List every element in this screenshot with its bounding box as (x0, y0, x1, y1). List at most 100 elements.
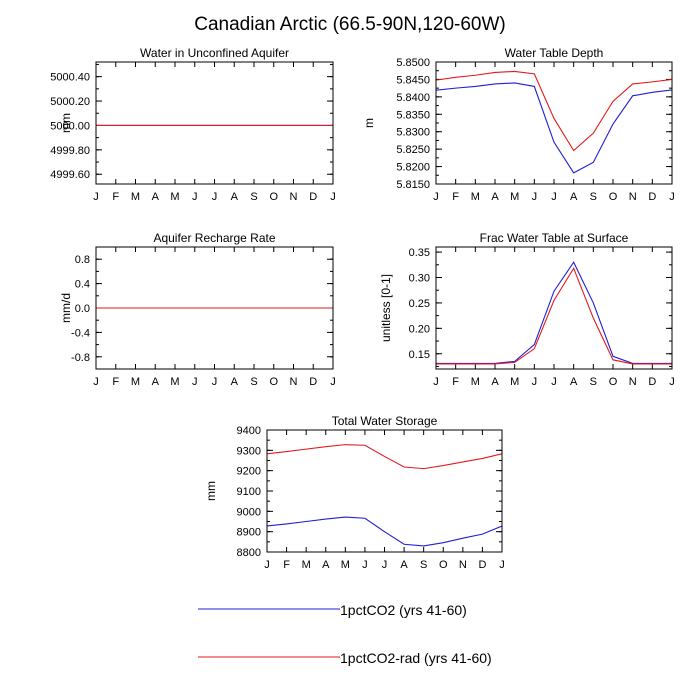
x-tick-label: M (510, 191, 519, 203)
x-tick-label: D (648, 376, 656, 388)
x-tick-label: A (231, 191, 239, 203)
x-tick-label: J (212, 376, 218, 388)
plot-frame (435, 246, 673, 370)
panel-title: Frac Water Table at Surface (480, 231, 629, 245)
y-axis-label: mm (204, 481, 218, 501)
x-tick-label: N (459, 559, 467, 571)
x-tick-label: A (152, 191, 160, 203)
x-tick-label: J (93, 191, 99, 203)
y-tick-label: 5.8400 (396, 92, 430, 104)
x-tick-label: F (112, 191, 119, 203)
x-tick-label: N (629, 376, 637, 388)
y-tick-label: 0.20 (409, 323, 430, 335)
y-tick-label: 5000.00 (50, 120, 90, 132)
x-tick-label: J (330, 191, 336, 203)
x-tick-label: M (170, 376, 179, 388)
x-tick-label: S (590, 191, 597, 203)
y-tick-label: 9100 (237, 486, 261, 498)
x-tick-label: D (478, 559, 486, 571)
y-tick-label: 0.30 (409, 273, 430, 285)
x-tick-label: M (510, 376, 519, 388)
y-tick-label: 4999.60 (50, 169, 90, 181)
series-line-1pctco2-rad (436, 267, 672, 365)
y-tick-label: 8900 (237, 527, 261, 539)
x-tick-label: A (231, 376, 239, 388)
x-tick-label: O (609, 191, 618, 203)
figure-title: Canadian Arctic (66.5-90N,120-60W) (194, 14, 506, 35)
y-tick-label: 0.4 (75, 279, 90, 291)
x-tick-label: J (264, 559, 270, 571)
x-tick-label: M (302, 559, 311, 571)
y-tick-label: 0.35 (409, 247, 430, 259)
plot-frame (95, 246, 334, 370)
x-tick-label: J (192, 191, 198, 203)
series-line-1pctco2 (267, 516, 502, 547)
y-tick-label: 0.8 (75, 254, 90, 266)
x-tick-label: D (648, 191, 656, 203)
x-tick-label: N (629, 191, 637, 203)
x-tick-label: O (269, 376, 278, 388)
series-line-1pctco2-rad (267, 444, 502, 470)
y-tick-label: 5.8200 (396, 162, 430, 174)
y-tick-label: 9400 (237, 425, 261, 437)
x-tick-label: J (433, 376, 439, 388)
x-tick-label: M (131, 376, 140, 388)
x-tick-label: N (290, 191, 298, 203)
legend-label-1pctco2: 1pctCO2 (yrs 41-60) (340, 602, 467, 618)
y-tick-label: 5.8250 (396, 144, 430, 156)
x-tick-label: F (112, 376, 119, 388)
x-tick-label: J (433, 191, 439, 203)
y-tick-label: 5000.40 (50, 72, 90, 84)
x-tick-label: A (322, 559, 330, 571)
x-tick-label: J (93, 376, 99, 388)
y-tick-label: 9300 (237, 445, 261, 457)
x-tick-label: J (499, 559, 505, 571)
x-tick-label: F (452, 191, 459, 203)
y-tick-label: 5.8450 (396, 74, 430, 86)
y-tick-label: 8800 (237, 547, 261, 559)
y-tick-label: 5.8350 (396, 109, 430, 121)
legend: 1pctCO2 (yrs 41-60) 1pctCO2-rad (yrs 41-… (198, 602, 492, 666)
x-tick-label: M (471, 376, 480, 388)
x-tick-label: J (551, 191, 557, 203)
y-tick-label: 4999.80 (50, 145, 90, 157)
x-tick-label: M (471, 191, 480, 203)
plot-frame (266, 429, 503, 553)
y-tick-label: 9200 (237, 466, 261, 478)
x-tick-label: S (590, 376, 597, 388)
x-tick-label: J (362, 559, 368, 571)
y-axis-label: m (362, 118, 376, 128)
panel-title: Water in Unconfined Aquifer (140, 46, 289, 60)
x-tick-label: O (439, 559, 448, 571)
panel-title: Total Water Storage (332, 414, 438, 428)
x-tick-label: A (491, 376, 499, 388)
y-axis-label: mm/d (59, 293, 73, 323)
panel-title: Aquifer Recharge Rate (153, 231, 275, 245)
y-tick-label: 0.0 (75, 303, 90, 315)
panel-title: Water Table Depth (505, 46, 604, 60)
x-tick-label: J (382, 559, 388, 571)
series-line-1pctco2-rad (436, 70, 672, 152)
plot-frame (95, 61, 334, 185)
series-line-1pctco2 (436, 261, 672, 364)
x-tick-label: A (570, 376, 578, 388)
y-tick-label: 0.25 (409, 298, 430, 310)
x-tick-label: M (131, 191, 140, 203)
y-tick-label: 5.8300 (396, 127, 430, 139)
x-tick-label: J (192, 376, 198, 388)
x-tick-label: A (491, 191, 499, 203)
plot-frame (435, 61, 673, 185)
x-tick-label: N (290, 376, 298, 388)
x-tick-label: A (400, 559, 408, 571)
x-tick-label: F (452, 376, 459, 388)
y-axis-label: mm (59, 113, 73, 133)
y-axis-label: unitless [0-1] (379, 274, 393, 342)
y-tick-label: -0.8 (71, 352, 90, 364)
x-tick-label: M (341, 559, 350, 571)
